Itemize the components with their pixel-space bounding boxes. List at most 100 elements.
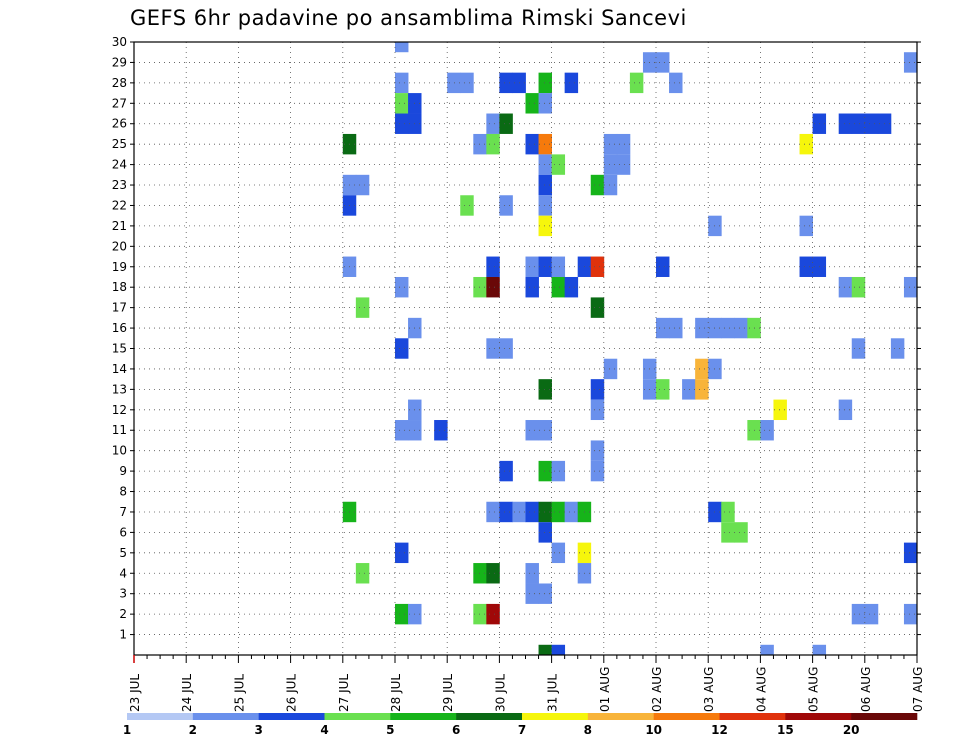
y-tick-label: 20 (112, 239, 127, 253)
heatmap-cell (499, 195, 513, 216)
heatmap-cell (355, 297, 370, 318)
heatmap-cell (486, 113, 500, 134)
heatmap-cell (395, 113, 409, 134)
y-tick-label: 24 (112, 158, 127, 172)
legend-swatch (390, 713, 457, 720)
heatmap-cell (773, 399, 787, 421)
heatmap-cell (590, 174, 605, 196)
legend-label: 4 (320, 723, 328, 737)
y-tick-label: 4 (119, 566, 127, 580)
heatmap-cell (551, 542, 566, 564)
heatmap-cell (486, 603, 500, 625)
heatmap-cell (890, 338, 905, 359)
heatmap-cell (551, 460, 566, 482)
heatmap-cell (538, 644, 552, 655)
heatmap-cell (864, 113, 879, 134)
heatmap-cell (525, 276, 539, 298)
heatmap-cell (669, 317, 683, 339)
heatmap-cell (499, 113, 513, 134)
heatmap-cell (851, 276, 866, 298)
heatmap-cell (864, 603, 879, 625)
heatmap-cell (603, 358, 618, 380)
heatmap-cell (695, 358, 709, 380)
legend-swatch (127, 713, 194, 720)
x-tick-label: 28 JUL (389, 674, 403, 712)
y-tick-label: 5 (119, 546, 127, 560)
heatmap-cell (590, 440, 605, 461)
heatmap-cell (395, 338, 409, 359)
heatmap-cell (603, 154, 618, 175)
heatmap-cell (538, 195, 552, 216)
y-tick-label: 14 (112, 362, 127, 376)
y-tick-label: 16 (112, 321, 127, 335)
heatmap-cell (486, 563, 500, 584)
heatmap-cell (538, 93, 552, 114)
heatmap-cell (590, 379, 605, 400)
heatmap-cell (486, 276, 500, 298)
heatmap-cell (551, 276, 566, 298)
y-tick-label: 1 (119, 628, 127, 642)
legend-swatch (456, 713, 523, 720)
y-tick-label: 30 (112, 35, 127, 49)
heatmap-cell (525, 420, 539, 441)
heatmap-cell (395, 276, 409, 298)
y-tick-label: 9 (119, 464, 127, 478)
y-tick-label: 11 (112, 423, 127, 437)
heatmap-cell (695, 317, 709, 339)
heatmap-cell (851, 603, 866, 625)
heatmap-cell (434, 420, 448, 441)
heatmap-cell (564, 72, 579, 94)
y-tick-label: 6 (119, 525, 127, 539)
heatmap-cell (538, 154, 552, 175)
heatmap-cell (473, 563, 487, 584)
heatmap-cell (838, 399, 853, 421)
heatmap-cell (473, 603, 487, 625)
heatmap-cell (499, 460, 513, 482)
x-tick-label: 31 JUL (546, 674, 560, 712)
legend-label: 5 (386, 723, 394, 737)
heatmap-cell (525, 563, 539, 584)
heatmap-cell (395, 93, 409, 114)
legend-label: 3 (254, 723, 262, 737)
y-tick-label: 26 (112, 117, 127, 131)
heatmap-cell (564, 501, 579, 523)
legend-swatch (719, 713, 786, 720)
y-tick-label: 7 (119, 505, 127, 519)
heatmap-cell (734, 522, 748, 543)
y-tick-label: 2 (119, 607, 127, 621)
heatmap-cell (460, 72, 474, 94)
heatmap-cell (616, 133, 631, 155)
heatmap-cell (486, 338, 500, 359)
legend-swatch (653, 713, 720, 720)
heatmap-cell (760, 420, 774, 441)
x-tick-label: 23 JUL (128, 674, 142, 712)
legend-label: 6 (452, 723, 460, 737)
heatmap-cell (721, 317, 735, 339)
heatmap-cell (538, 460, 552, 482)
y-tick-label: 27 (112, 96, 127, 110)
y-tick-label: 8 (119, 485, 127, 499)
heatmap-cell (616, 154, 631, 175)
y-tick-label: 29 (112, 55, 127, 69)
heatmap-cell (721, 522, 735, 543)
heatmap-cell (838, 276, 853, 298)
heatmap-cell (903, 276, 918, 298)
y-tick-label: 28 (112, 76, 127, 90)
heatmap-cell (551, 501, 566, 523)
heatmap-cell (903, 603, 918, 625)
heatmap-cell (590, 399, 605, 421)
x-tick-label: 01 AUG (598, 667, 612, 712)
heatmap-cell (603, 133, 618, 155)
heatmap-cell (799, 215, 813, 237)
heatmap-cell (551, 256, 566, 277)
heatmap-cell (629, 72, 644, 94)
heatmap-cell (525, 133, 539, 155)
heatmap-cell (760, 644, 774, 655)
heatmap-cell (355, 563, 370, 584)
legend-swatch (785, 713, 852, 720)
heatmap-cell (838, 113, 853, 134)
legend-label: 20 (843, 723, 860, 737)
heatmap-cell (682, 379, 696, 400)
legend-label: 8 (584, 723, 592, 737)
